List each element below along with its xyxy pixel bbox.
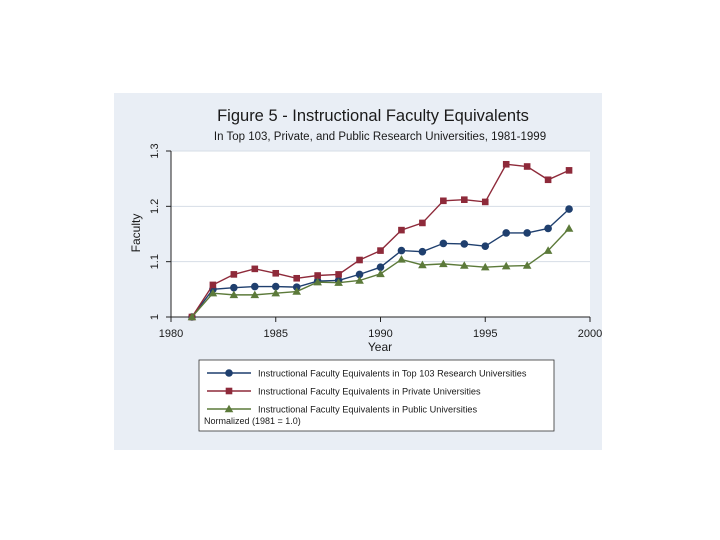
y-tick-label: 1.2 <box>149 199 161 214</box>
legend-entries: Instructional Faculty Equivalents in Top… <box>207 369 527 415</box>
data-point <box>229 290 239 299</box>
data-point <box>356 256 363 264</box>
legend-entry: Instructional Faculty Equivalents in Top… <box>207 369 527 379</box>
data-point <box>544 224 552 233</box>
data-point <box>272 269 280 277</box>
data-point <box>523 229 531 237</box>
data-point <box>230 283 238 292</box>
data-point <box>481 198 489 206</box>
series-group <box>187 160 574 321</box>
legend-marker <box>225 387 233 395</box>
data-point <box>293 274 300 282</box>
data-point <box>355 276 364 284</box>
data-point <box>377 247 384 254</box>
data-point <box>271 288 281 297</box>
data-point <box>397 246 406 255</box>
data-point <box>230 271 238 278</box>
x-tick-label: 1980 <box>159 328 183 340</box>
y-axis-label: Faculty <box>129 214 143 253</box>
data-point <box>460 261 469 269</box>
data-point <box>313 277 322 286</box>
data-point <box>439 239 448 248</box>
data-point <box>271 282 280 291</box>
legend-label: Instructional Faculty Equivalents in Pub… <box>258 405 477 415</box>
legend-marker <box>225 369 233 377</box>
legend-label: Instructional Faculty Equivalents in Top… <box>258 369 527 379</box>
data-point <box>419 219 426 227</box>
x-axis-label: Year <box>368 340 392 354</box>
x-tick-label: 1990 <box>368 328 392 340</box>
data-point <box>314 272 321 279</box>
chart-title: Figure 5 - Instructional Faculty Equival… <box>217 107 529 125</box>
series-3 <box>187 224 574 321</box>
data-point <box>376 269 385 278</box>
data-point <box>376 263 385 272</box>
data-point <box>292 287 301 295</box>
x-axis: 1980 1985 1990 1995 2000 <box>159 316 602 340</box>
legend-label: Instructional Faculty Equivalents in Pri… <box>258 387 481 397</box>
data-point <box>418 260 427 269</box>
data-point <box>501 261 511 270</box>
data-point <box>502 229 511 237</box>
data-point <box>187 312 197 321</box>
data-point <box>355 270 364 279</box>
series-2 <box>188 160 573 321</box>
legend: Instructional Faculty Equivalents in Top… <box>198 359 555 432</box>
data-point <box>460 240 469 248</box>
data-point <box>439 259 448 268</box>
legend-marker <box>224 404 234 413</box>
legend-box <box>198 359 555 432</box>
data-point <box>544 176 552 184</box>
x-tick-label: 2000 <box>578 328 602 340</box>
data-point <box>543 246 553 254</box>
data-point <box>522 261 532 269</box>
legend-entry: Instructional Faculty Equivalents in Pri… <box>207 387 481 397</box>
chart-subtitle: In Top 103, Private, and Public Research… <box>214 131 546 143</box>
data-point <box>502 160 510 168</box>
legend-note: Normalized (1981 = 1.0) <box>204 416 301 426</box>
data-point <box>209 281 217 289</box>
x-tick-label: 1985 <box>264 328 288 340</box>
data-point <box>523 163 531 170</box>
data-point <box>481 242 490 250</box>
data-point <box>565 205 573 213</box>
data-point <box>440 197 447 205</box>
data-point <box>565 167 573 174</box>
data-point <box>335 271 342 278</box>
data-point <box>418 247 427 256</box>
data-point <box>480 262 490 271</box>
legend-entry: Instructional Faculty Equivalents in Pub… <box>207 405 477 415</box>
plot-area <box>171 151 590 317</box>
y-axis: 1 1.1 1.2 1.3 <box>149 143 172 320</box>
data-point <box>398 226 405 234</box>
x-tick-label: 1995 <box>473 328 497 340</box>
y-tick-label: 1.1 <box>149 254 161 269</box>
data-point <box>208 288 218 297</box>
data-point <box>251 265 259 273</box>
data-point <box>564 224 574 232</box>
y-tick-label: 1.3 <box>149 143 161 158</box>
data-point <box>334 278 343 286</box>
data-point <box>251 282 259 291</box>
y-tick-label: 1 <box>149 314 161 320</box>
data-point <box>250 290 260 299</box>
data-point <box>461 196 468 203</box>
data-point <box>292 283 301 291</box>
data-point <box>397 255 406 263</box>
